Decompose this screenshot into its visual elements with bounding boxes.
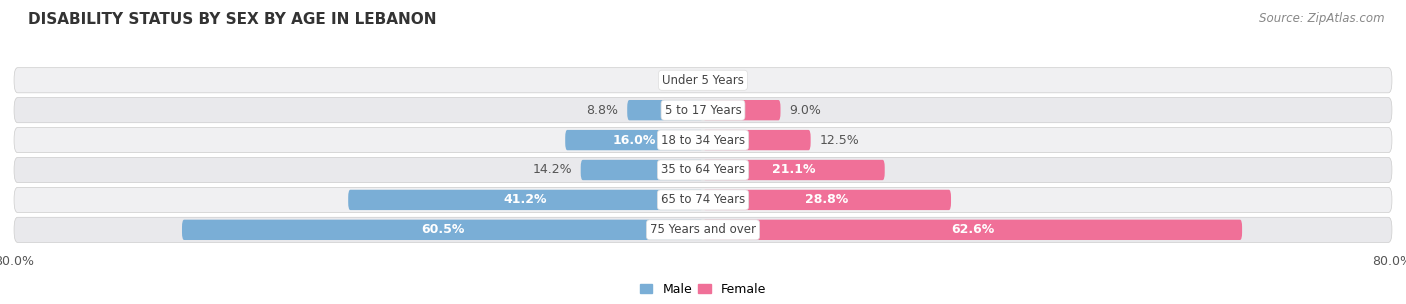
Text: 41.2%: 41.2% — [503, 193, 547, 206]
Text: 18 to 34 Years: 18 to 34 Years — [661, 133, 745, 147]
Text: Under 5 Years: Under 5 Years — [662, 74, 744, 87]
FancyBboxPatch shape — [14, 127, 1392, 153]
Text: 14.2%: 14.2% — [533, 164, 572, 177]
FancyBboxPatch shape — [14, 217, 1392, 242]
Legend: Male, Female: Male, Female — [640, 283, 766, 296]
FancyBboxPatch shape — [349, 190, 703, 210]
FancyBboxPatch shape — [181, 220, 703, 240]
FancyBboxPatch shape — [14, 187, 1392, 212]
Text: DISABILITY STATUS BY SEX BY AGE IN LEBANON: DISABILITY STATUS BY SEX BY AGE IN LEBAN… — [28, 12, 437, 27]
Text: 5 to 17 Years: 5 to 17 Years — [665, 104, 741, 117]
FancyBboxPatch shape — [565, 130, 703, 150]
Text: 9.0%: 9.0% — [789, 104, 821, 117]
FancyBboxPatch shape — [703, 130, 811, 150]
Text: 16.0%: 16.0% — [613, 133, 655, 147]
FancyBboxPatch shape — [703, 160, 884, 180]
FancyBboxPatch shape — [14, 157, 1392, 183]
Text: 65 to 74 Years: 65 to 74 Years — [661, 193, 745, 206]
FancyBboxPatch shape — [581, 160, 703, 180]
Text: 8.8%: 8.8% — [586, 104, 619, 117]
FancyBboxPatch shape — [14, 68, 1392, 93]
Text: 60.5%: 60.5% — [420, 223, 464, 236]
Text: 0.0%: 0.0% — [662, 74, 695, 87]
FancyBboxPatch shape — [627, 100, 703, 120]
FancyBboxPatch shape — [703, 190, 950, 210]
Text: 12.5%: 12.5% — [820, 133, 859, 147]
Text: 21.1%: 21.1% — [772, 164, 815, 177]
FancyBboxPatch shape — [703, 100, 780, 120]
Text: 62.6%: 62.6% — [950, 223, 994, 236]
Text: 28.8%: 28.8% — [806, 193, 849, 206]
Text: 75 Years and over: 75 Years and over — [650, 223, 756, 236]
FancyBboxPatch shape — [703, 220, 1241, 240]
FancyBboxPatch shape — [14, 98, 1392, 123]
Text: Source: ZipAtlas.com: Source: ZipAtlas.com — [1260, 12, 1385, 25]
Text: 0.0%: 0.0% — [711, 74, 744, 87]
Text: 35 to 64 Years: 35 to 64 Years — [661, 164, 745, 177]
